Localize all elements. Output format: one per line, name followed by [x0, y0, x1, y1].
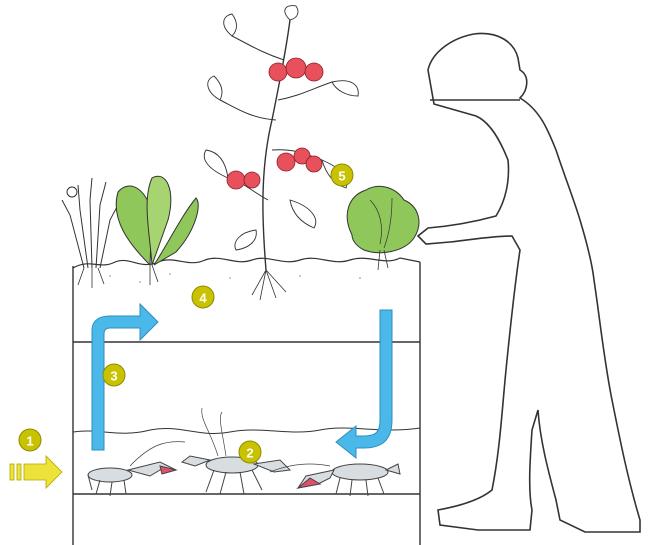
- step-badge-3: 3: [102, 363, 126, 387]
- step-number-2: 2: [246, 446, 253, 461]
- tomato-plant-icon: [203, 5, 359, 301]
- water-surface: [72, 427, 421, 435]
- gardener-silhouette-icon: [416, 32, 641, 533]
- step-number-5: 5: [338, 169, 345, 184]
- step-badge-1: 1: [18, 428, 42, 452]
- step-number-1: 1: [26, 434, 33, 449]
- step-badge-5: 5: [330, 163, 354, 187]
- soil-surface: [72, 257, 421, 269]
- lettuce-icon: [346, 185, 420, 271]
- step-number-3: 3: [110, 369, 117, 384]
- crayfish-icon: [87, 407, 401, 497]
- flow-arrow-icon: [91, 302, 393, 460]
- leek-icon: [61, 177, 119, 288]
- step-badge-2: 2: [238, 440, 262, 464]
- planter-box: [72, 262, 421, 545]
- step-badge-4: 4: [191, 285, 215, 309]
- step-number-4: 4: [199, 291, 207, 306]
- chard-icon: [115, 175, 199, 285]
- input-arrow-icon: [9, 455, 63, 489]
- soil-dots: [109, 273, 361, 283]
